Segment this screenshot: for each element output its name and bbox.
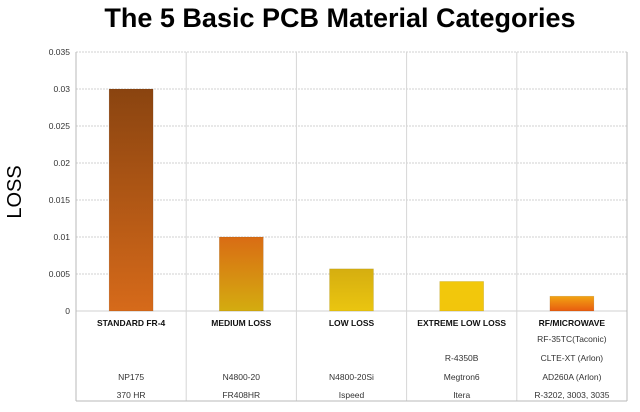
y-tick-label: 0.01 xyxy=(53,232,70,242)
y-tick-label: 0.015 xyxy=(49,195,71,205)
material-label: Megtron6 xyxy=(444,372,480,382)
bar-medium-loss xyxy=(219,236,264,312)
bar-standard-fr-4 xyxy=(108,88,154,312)
x-category-label: MEDIUM LOSS xyxy=(211,318,271,328)
material-label: Ispeed xyxy=(339,390,365,400)
material-label: RF-35TC(Taconic) xyxy=(537,334,607,344)
material-label: R-4350B xyxy=(445,353,479,363)
material-label: AD260A (Arlon) xyxy=(542,372,601,382)
chart-title: The 5 Basic PCB Material Categories xyxy=(104,3,575,33)
y-axis-label: LOSS xyxy=(4,165,26,218)
y-tick-label: 0.025 xyxy=(49,121,71,131)
y-tick-label: 0.035 xyxy=(49,47,71,57)
x-category-label: STANDARD FR-4 xyxy=(97,318,166,328)
x-category-label: RF/MICROWAVE xyxy=(539,318,606,328)
material-label: Itera xyxy=(453,390,470,400)
x-category-label: EXTREME LOW LOSS xyxy=(417,318,506,328)
material-label: NP175 xyxy=(118,372,144,382)
y-tick-label: 0.02 xyxy=(53,158,70,168)
material-label: CLTE-XT (Arlon) xyxy=(541,353,604,363)
material-label: FR408HR xyxy=(222,390,260,400)
x-category-label: LOW LOSS xyxy=(329,318,375,328)
bar-low-loss xyxy=(329,268,374,312)
material-label: 370 HR xyxy=(117,390,146,400)
material-label: N4800-20Si xyxy=(329,372,374,382)
y-tick-label: 0 xyxy=(65,306,70,316)
y-tick-label: 0.03 xyxy=(53,84,70,94)
bar-extreme-low-loss xyxy=(439,281,485,312)
material-label: R-3202, 3003, 3035 xyxy=(534,390,609,400)
material-label: N4800-20 xyxy=(223,372,261,382)
bar-rf-microwave xyxy=(549,295,595,312)
y-tick-label: 0.005 xyxy=(49,269,71,279)
